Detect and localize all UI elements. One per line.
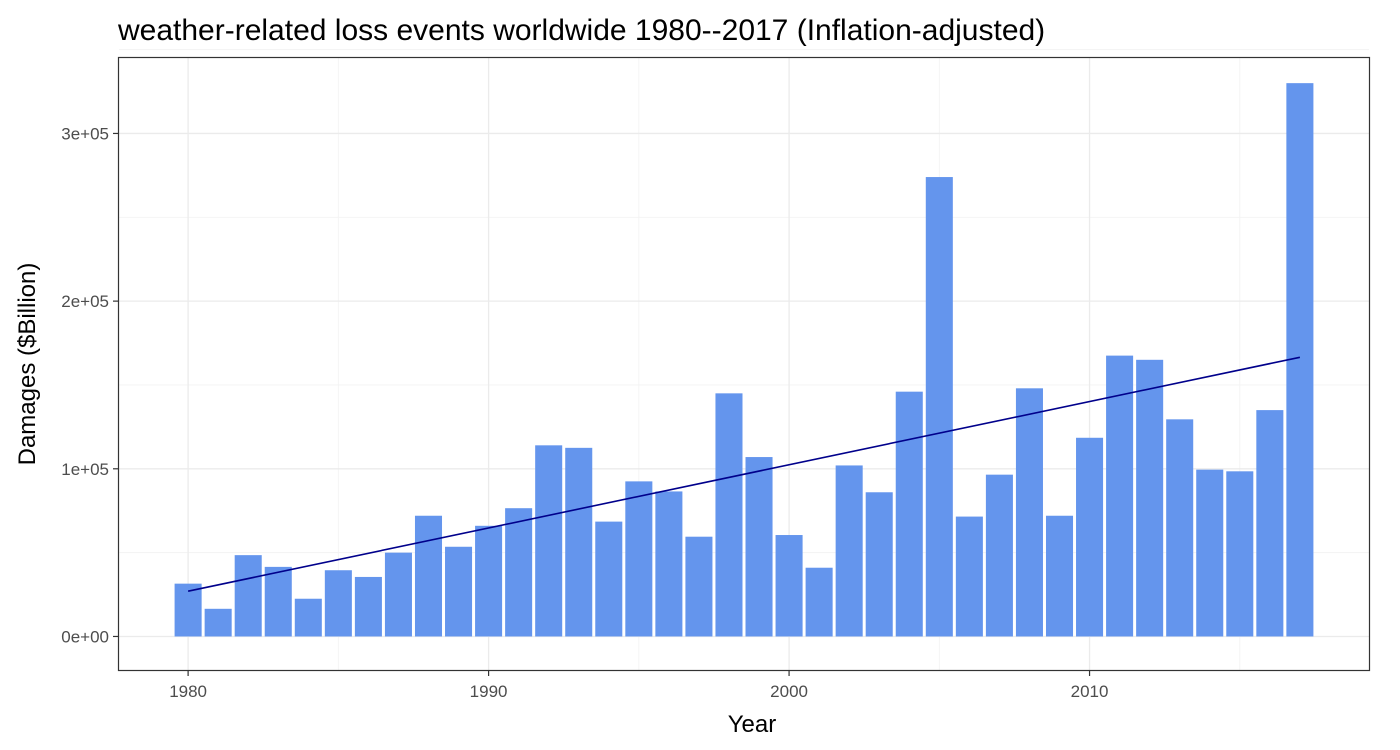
bar-1988 [414,515,443,637]
bar-2004 [895,391,923,637]
bar-1992 [535,445,563,637]
bar-1998 [715,393,743,637]
bar-1994 [595,521,623,637]
y-tick-label: 3e+05 [61,124,109,143]
bar-1990 [475,525,503,637]
bar-2003 [865,492,893,637]
trend-line [187,356,1301,592]
bar-1993 [565,447,593,637]
bar-2007 [985,474,1013,637]
y-axis-title: Damages ($Billion) [14,263,41,466]
bar-2005 [925,177,953,637]
bar-2010 [1076,437,1104,637]
bar-1984 [294,598,322,637]
bar-2015 [1226,471,1254,637]
x-tick-label: 2000 [770,682,808,701]
bar-1986 [354,576,382,637]
bar-1999 [745,457,773,637]
bar-1982 [234,555,262,637]
x-tick-label: 1980 [169,682,207,701]
panel-border [117,56,1371,672]
bar-2006 [955,516,983,637]
bar-2000 [775,535,803,637]
bar-2013 [1166,419,1194,637]
x-axis: 1980 1990 2000 2010 [169,670,1108,701]
y-axis: 0e+00 1e+05 2e+05 3e+05 [61,124,119,646]
bar-1991 [505,508,533,637]
bar-1981 [204,608,232,637]
bar-1980 [174,583,202,637]
chart-title: weather-related loss events worldwide 19… [117,14,1045,47]
x-axis-title: Year [728,711,777,738]
bar-2012 [1136,359,1164,637]
y-tick-label: 0e+00 [61,627,109,646]
trend-line-group [187,356,1301,592]
bar-2002 [835,465,863,637]
bar-2011 [1106,355,1134,637]
bar-1996 [655,491,683,637]
bar-1989 [445,546,473,637]
bar-1983 [264,566,292,637]
x-tick-label: 1990 [470,682,508,701]
bar-2014 [1196,469,1224,637]
y-tick-label: 2e+05 [61,292,109,311]
y-tick-label: 1e+05 [61,460,109,479]
bar-2008 [1015,388,1043,637]
bar-1987 [384,552,412,637]
bar-2001 [805,567,833,637]
bar-1997 [685,536,713,637]
bars-group [174,83,1314,637]
x-tick-label: 2010 [1071,682,1109,701]
bar-1985 [324,570,352,637]
bar-2009 [1045,515,1074,637]
bar-1995 [625,481,653,637]
bar-2016 [1256,410,1284,637]
